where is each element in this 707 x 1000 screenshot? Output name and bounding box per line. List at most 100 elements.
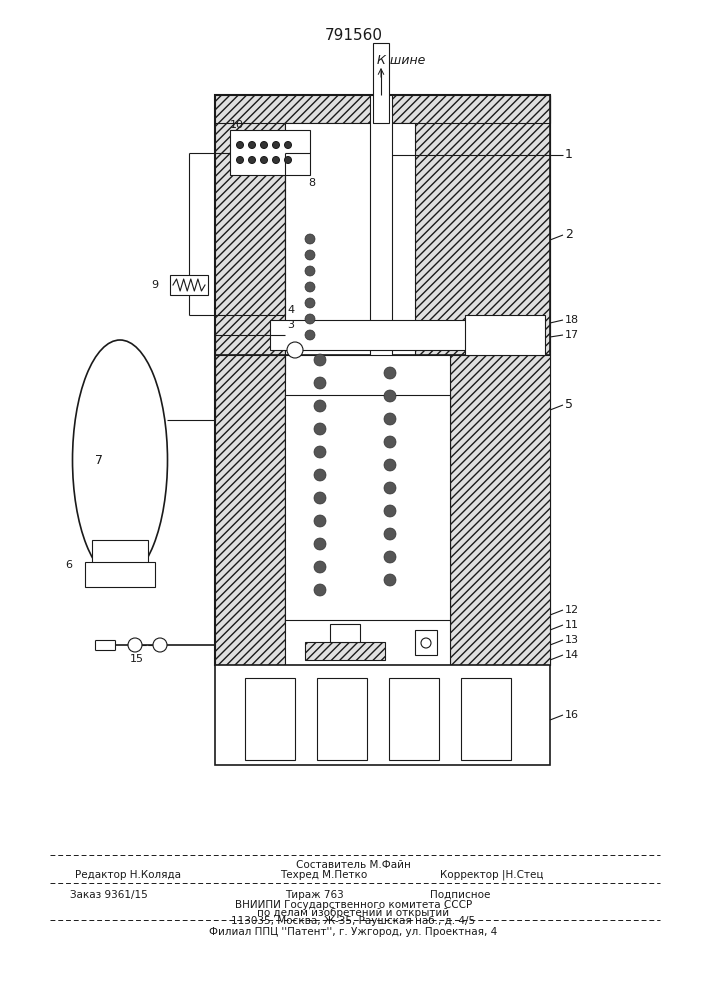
- Bar: [465, 315, 545, 355]
- Bar: [92, 540, 148, 565]
- Text: 1: 1: [565, 148, 573, 161]
- Circle shape: [305, 234, 315, 244]
- Text: Заказ 9361/15: Заказ 9361/15: [70, 890, 148, 900]
- Circle shape: [305, 298, 315, 308]
- Circle shape: [384, 390, 396, 402]
- Circle shape: [314, 377, 326, 389]
- Circle shape: [248, 141, 255, 148]
- Text: Корректор |Н.Стец: Корректор |Н.Стец: [440, 870, 544, 880]
- Text: Техред М.Петко: Техред М.Петко: [280, 870, 367, 880]
- Circle shape: [305, 282, 315, 292]
- Circle shape: [384, 528, 396, 540]
- Circle shape: [272, 156, 279, 163]
- Circle shape: [384, 505, 396, 517]
- Circle shape: [314, 492, 326, 504]
- Bar: [215, 665, 550, 765]
- Circle shape: [314, 469, 326, 481]
- Circle shape: [384, 436, 396, 448]
- Text: 8: 8: [308, 178, 315, 188]
- Text: 17: 17: [565, 330, 579, 340]
- Circle shape: [260, 141, 267, 148]
- Text: 5: 5: [565, 398, 573, 412]
- Bar: [330, 624, 360, 642]
- Bar: [415, 630, 437, 655]
- Bar: [230, 130, 310, 175]
- Text: Филиал ППЦ ''Патент'', г. Ужгород, ул. Проектная, 4: Филиал ППЦ ''Патент'', г. Ужгород, ул. П…: [209, 927, 498, 937]
- Bar: [389, 678, 439, 760]
- Text: Редактор Н.Коляда: Редактор Н.Коляда: [75, 870, 181, 880]
- Text: 4: 4: [287, 305, 294, 315]
- Circle shape: [384, 459, 396, 471]
- Bar: [215, 95, 550, 123]
- Bar: [170, 275, 208, 295]
- Bar: [285, 395, 450, 625]
- Text: 2: 2: [565, 229, 573, 241]
- Circle shape: [128, 638, 142, 652]
- Text: 15: 15: [130, 654, 144, 664]
- Circle shape: [284, 141, 291, 148]
- Circle shape: [314, 561, 326, 573]
- Bar: [370, 95, 392, 385]
- Bar: [215, 95, 550, 665]
- Circle shape: [384, 551, 396, 563]
- Circle shape: [237, 156, 243, 163]
- Circle shape: [314, 446, 326, 458]
- Bar: [415, 95, 550, 355]
- Text: 16: 16: [565, 710, 579, 720]
- Circle shape: [305, 314, 315, 324]
- Circle shape: [314, 354, 326, 366]
- Bar: [215, 95, 285, 355]
- Circle shape: [287, 342, 303, 358]
- Circle shape: [314, 400, 326, 412]
- Circle shape: [384, 574, 396, 586]
- Bar: [317, 678, 367, 760]
- Bar: [270, 320, 500, 350]
- Bar: [461, 678, 511, 760]
- Text: по делам изобретений и открытий: по делам изобретений и открытий: [257, 908, 450, 918]
- Bar: [85, 562, 155, 587]
- Circle shape: [305, 250, 315, 260]
- Text: 11: 11: [565, 620, 579, 630]
- Circle shape: [384, 367, 396, 379]
- Circle shape: [237, 141, 243, 148]
- Text: Подписное: Подписное: [430, 890, 491, 900]
- Circle shape: [384, 413, 396, 425]
- Circle shape: [384, 482, 396, 494]
- Circle shape: [305, 266, 315, 276]
- Text: 113035, Москва, Ж-35, Раушская наб., д. 4/5: 113035, Москва, Ж-35, Раушская наб., д. …: [231, 916, 476, 926]
- Text: 791560: 791560: [325, 27, 382, 42]
- Bar: [285, 123, 415, 355]
- Bar: [215, 355, 285, 665]
- Text: 9: 9: [151, 280, 158, 290]
- Bar: [285, 620, 450, 665]
- Bar: [215, 95, 550, 355]
- Bar: [245, 678, 295, 760]
- Text: 12: 12: [565, 605, 579, 615]
- Circle shape: [153, 638, 167, 652]
- Text: К шине: К шине: [377, 53, 425, 66]
- Text: 13: 13: [565, 635, 579, 645]
- Circle shape: [421, 638, 431, 648]
- Circle shape: [314, 423, 326, 435]
- Text: ВНИИПИ Государственного комитета СССР: ВНИИПИ Государственного комитета СССР: [235, 900, 472, 910]
- Circle shape: [272, 141, 279, 148]
- Circle shape: [314, 538, 326, 550]
- Circle shape: [314, 515, 326, 527]
- Ellipse shape: [73, 340, 168, 580]
- Bar: [373, 43, 389, 123]
- Circle shape: [260, 156, 267, 163]
- Bar: [285, 355, 450, 625]
- Text: 18: 18: [565, 315, 579, 325]
- Text: 6: 6: [65, 560, 72, 570]
- Text: Тираж 763: Тираж 763: [285, 890, 344, 900]
- Text: 7: 7: [95, 454, 103, 466]
- Circle shape: [248, 156, 255, 163]
- Text: 3: 3: [287, 320, 294, 330]
- Circle shape: [305, 330, 315, 340]
- Circle shape: [284, 156, 291, 163]
- Bar: [305, 642, 385, 660]
- Text: 14: 14: [565, 650, 579, 660]
- Text: Составитель М.Файн: Составитель М.Файн: [296, 860, 411, 870]
- Bar: [450, 355, 550, 665]
- Circle shape: [314, 584, 326, 596]
